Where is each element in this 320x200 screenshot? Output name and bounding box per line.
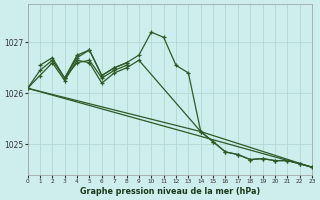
X-axis label: Graphe pression niveau de la mer (hPa): Graphe pression niveau de la mer (hPa) [80,187,260,196]
